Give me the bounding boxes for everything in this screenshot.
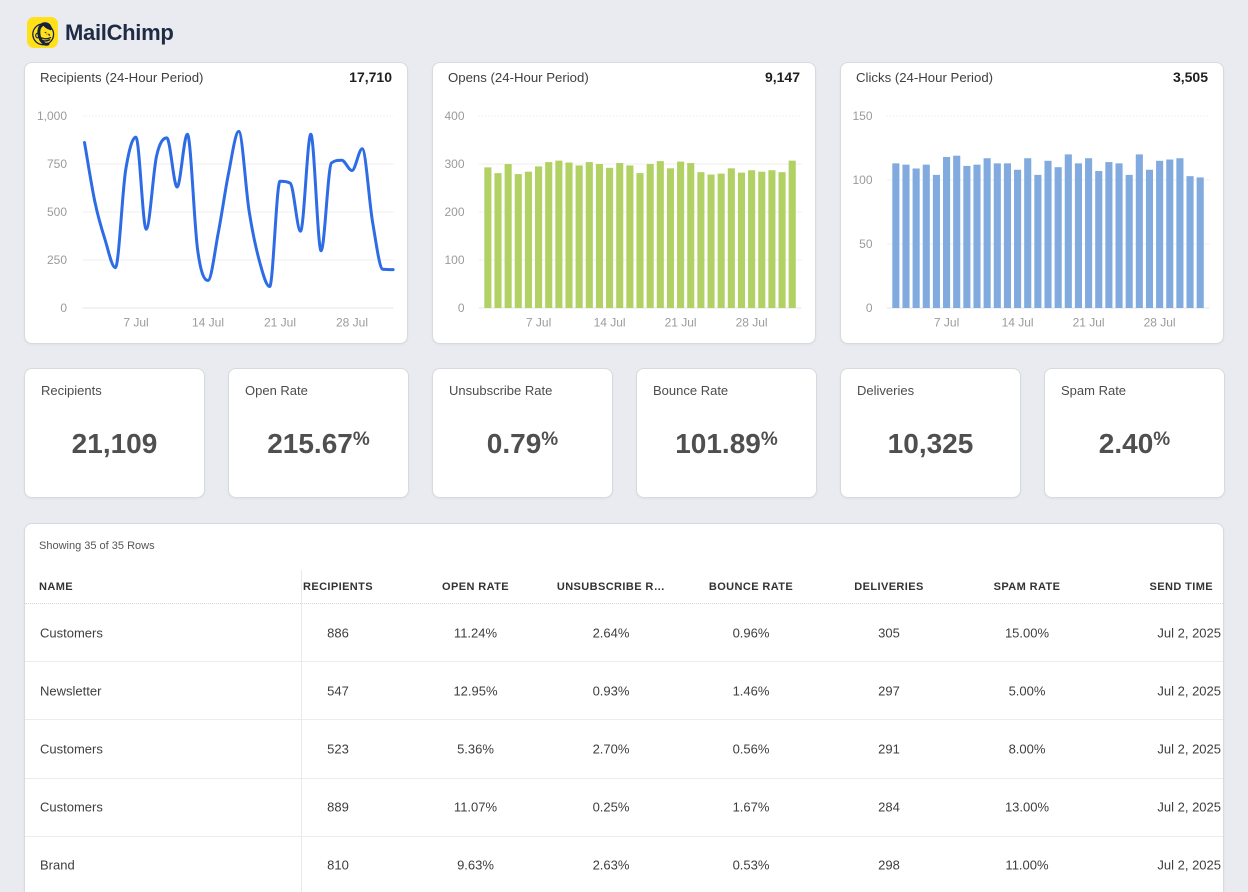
svg-text:28 Jul: 28 Jul [736, 316, 768, 330]
svg-text:7 Jul: 7 Jul [123, 316, 148, 330]
svg-text:1,000: 1,000 [37, 109, 67, 123]
svg-text:28 Jul: 28 Jul [336, 316, 368, 330]
svg-text:400: 400 [444, 109, 464, 123]
svg-text:14 Jul: 14 Jul [192, 316, 224, 330]
svg-text:200: 200 [444, 205, 464, 219]
svg-text:0: 0 [866, 301, 873, 315]
svg-text:750: 750 [47, 157, 67, 171]
svg-text:500: 500 [47, 205, 67, 219]
svg-text:7 Jul: 7 Jul [526, 316, 551, 330]
svg-text:28 Jul: 28 Jul [1144, 316, 1176, 330]
svg-text:21 Jul: 21 Jul [665, 316, 697, 330]
svg-text:300: 300 [444, 157, 464, 171]
svg-text:150: 150 [852, 109, 872, 123]
svg-text:0: 0 [60, 301, 67, 315]
svg-text:21 Jul: 21 Jul [264, 316, 296, 330]
svg-text:50: 50 [859, 237, 873, 251]
svg-text:100: 100 [852, 173, 872, 187]
svg-text:100: 100 [444, 253, 464, 267]
svg-text:14 Jul: 14 Jul [594, 316, 626, 330]
svg-text:7 Jul: 7 Jul [934, 316, 959, 330]
svg-text:14 Jul: 14 Jul [1002, 316, 1034, 330]
svg-text:21 Jul: 21 Jul [1073, 316, 1105, 330]
svg-text:0: 0 [458, 301, 465, 315]
svg-text:250: 250 [47, 253, 67, 267]
